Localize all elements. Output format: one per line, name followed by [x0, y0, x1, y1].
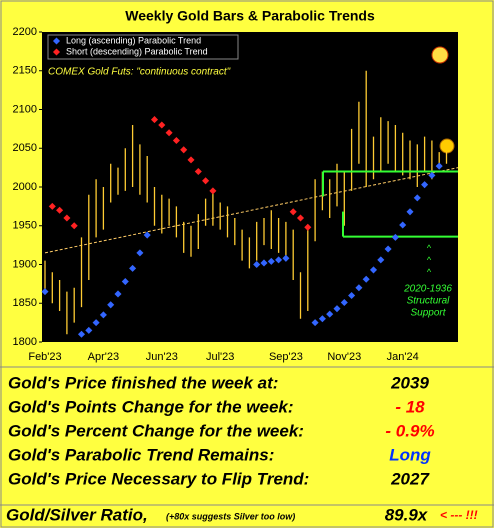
y-tick-label: 1850 [13, 297, 37, 309]
support-label: Structural [407, 296, 451, 307]
trend-dot [296, 214, 305, 222]
trend-dot [362, 275, 370, 283]
support-label: 2020-1936 [403, 284, 452, 295]
row-label: Gold's Percent Change for the week: [8, 421, 304, 440]
icon [439, 138, 455, 154]
row-value: - 18 [395, 397, 425, 416]
trend-dot [77, 330, 86, 338]
chart-title: Weekly Gold Bars & Parabolic Trends [125, 8, 375, 24]
trend-dot [384, 245, 392, 253]
trend-dot [406, 208, 414, 216]
trend-dot [48, 202, 56, 210]
trend-dot [428, 171, 436, 179]
trend-dot [121, 278, 129, 286]
trend-dot [399, 221, 407, 229]
trend-dot [70, 222, 78, 230]
arrow: ^ [427, 255, 432, 265]
trend-dot [435, 162, 443, 170]
trend-dot [136, 249, 144, 257]
trend-dot [114, 290, 122, 298]
trend-dot [56, 206, 64, 214]
icon [431, 46, 449, 64]
trend-dot [63, 214, 71, 222]
trend-dot [209, 187, 217, 195]
trend-dot [129, 264, 137, 272]
arrow: ^ [427, 243, 432, 253]
trend-dot [311, 319, 319, 327]
ratio-note: (+80x suggests Silver too low) [166, 511, 295, 521]
trend-dot [158, 121, 166, 129]
trend-dot [107, 301, 115, 309]
x-tick-label: Jan'24 [387, 351, 419, 363]
ratio-flag: < --- !!! [440, 508, 478, 522]
trend-dot [275, 256, 283, 264]
y-tick-label: 2150 [13, 65, 37, 77]
legend-box [47, 34, 239, 60]
trend-dot [202, 177, 210, 185]
trend-dot [369, 266, 378, 274]
row-label: Gold's Price finished the week at: [8, 373, 278, 392]
ratio-label: Gold/Silver Ratio, [6, 505, 148, 524]
row-value: - 0.9% [385, 421, 434, 440]
trend-dot [391, 233, 399, 241]
x-tick-label: Jun'23 [146, 351, 178, 363]
arrow: ^ [427, 267, 432, 277]
trend-dot [377, 256, 385, 264]
x-tick-label: Feb'23 [28, 351, 61, 363]
plot-area [42, 32, 458, 342]
trend-line [44, 167, 459, 254]
trend-dot [340, 298, 348, 307]
ratio-value: 89.9x [385, 505, 429, 524]
legend-label: Long (ascending) Parabolic Trend [66, 35, 201, 45]
trend-dot [99, 311, 107, 319]
y-tick-label: 1900 [13, 258, 37, 270]
x-tick-label: Apr'23 [88, 351, 119, 363]
trend-dot [413, 194, 421, 202]
legend-label: Short (descending) Parabolic Trend [66, 46, 208, 56]
annotation: COMEX Gold Futs: "continuous contract" [48, 67, 231, 78]
trend-dot [165, 129, 173, 137]
row-label: Gold's Points Change for the week: [8, 397, 294, 416]
y-tick-label: 1950 [13, 220, 37, 232]
row-label: Gold's Parabolic Trend Remains: [8, 445, 274, 464]
row-value: 2027 [390, 469, 430, 488]
support-label: Support [410, 308, 446, 319]
trend-dot [150, 116, 159, 124]
trend-dot [143, 231, 151, 239]
trend-dot [304, 223, 312, 231]
y-tick-label: 2200 [13, 26, 37, 38]
trend-dot [348, 291, 356, 300]
y-tick-label: 2100 [13, 103, 37, 115]
trend-dot [355, 284, 363, 292]
row-value: Long [389, 445, 431, 464]
x-tick-label: Nov'23 [327, 351, 361, 363]
row-value: 2039 [390, 373, 429, 392]
trend-dot [318, 315, 326, 323]
trend-dot [333, 305, 341, 313]
trend-dot [41, 288, 49, 296]
icon: z z z [425, 36, 444, 46]
trend-dot [289, 208, 297, 216]
trend-dot [180, 146, 188, 154]
trend-dot [172, 136, 180, 145]
trend-dot [92, 319, 100, 327]
trend-dot [421, 181, 429, 189]
trend-dot [326, 310, 334, 318]
row-label: Gold's Price Necessary to Flip Trend: [8, 469, 309, 488]
y-tick-label: 2050 [13, 142, 37, 154]
trend-dot [85, 326, 93, 334]
x-tick-label: Jul'23 [206, 351, 234, 363]
trend-dot [267, 257, 275, 265]
trend-dot [194, 167, 202, 176]
y-tick-label: 2000 [13, 181, 37, 193]
trend-dot [187, 156, 195, 164]
y-tick-label: 1800 [13, 336, 37, 348]
x-tick-label: Sep'23 [269, 351, 303, 363]
trend-dot [260, 259, 268, 267]
